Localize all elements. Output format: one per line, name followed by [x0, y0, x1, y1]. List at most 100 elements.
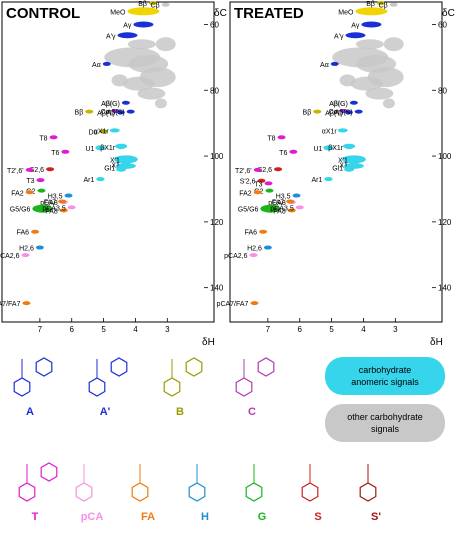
signal-label: αX1r	[322, 128, 338, 135]
legend-anomeric-line1: carbohydrate	[359, 365, 412, 375]
signal-mark	[121, 157, 130, 162]
grey-signal	[127, 39, 156, 50]
x-tick-label: 4	[361, 325, 366, 334]
aromatic-ring	[75, 482, 93, 502]
aromatic-ring	[257, 357, 275, 377]
legend-anomeric-line2: anomeric signals	[351, 377, 419, 387]
signal-label: Cβ	[151, 3, 160, 10]
signal-mark	[116, 110, 125, 115]
signal-mark	[277, 135, 286, 140]
structure-fa: FA	[131, 464, 155, 523]
legend-other-line2: signals	[371, 424, 400, 434]
grey-signal	[111, 74, 128, 87]
signal-label: Cβ	[379, 3, 388, 10]
signal-label: Bβ	[138, 1, 147, 8]
legend-anomeric-swatch	[325, 357, 445, 395]
signal-label: H2,6	[19, 246, 34, 253]
structure-label: H	[201, 511, 209, 523]
signal-mark	[250, 301, 259, 306]
signal-mark	[289, 149, 298, 154]
signal-label: S2,6	[30, 167, 45, 174]
structure-label: A	[26, 406, 34, 418]
x-tick-label: 5	[329, 325, 334, 334]
x-axis-label: δH	[202, 337, 215, 348]
signal-mark	[121, 100, 130, 105]
y-tick-label: 100	[210, 152, 224, 161]
structure-label: A'	[100, 406, 111, 418]
signal-label: MeO	[110, 9, 126, 16]
signal-label: FA7	[272, 199, 285, 206]
treated-panel-frame	[229, 1, 443, 323]
signal-mark	[389, 2, 398, 7]
signal-mark	[58, 199, 67, 204]
signal-label: S2,6	[258, 167, 273, 174]
control-panel-frame	[1, 1, 215, 323]
signal-mark	[349, 100, 358, 105]
x-tick-label: 5	[101, 325, 106, 334]
signal-label: pCA7/FA7	[0, 301, 21, 308]
x-tick-label: 3	[393, 325, 398, 334]
structure-label: T	[32, 511, 39, 523]
signal-label: Aβ(S)	[107, 110, 125, 117]
structure-g: G	[245, 464, 267, 523]
aromatic-ring	[188, 482, 206, 502]
grey-signal	[331, 100, 342, 107]
signal-label: X'1	[110, 157, 120, 164]
grey-signal	[155, 37, 176, 52]
signal-label: T3	[26, 178, 34, 185]
aromatic-ring	[245, 482, 263, 502]
signal-label: U1	[85, 146, 94, 153]
y-tick-label: 120	[438, 218, 452, 227]
signal-label: FA8	[273, 208, 286, 215]
structure-t: T	[18, 462, 58, 523]
signal-mark	[259, 229, 268, 234]
y-tick-label: 100	[438, 152, 452, 161]
signal-label: T6	[51, 150, 59, 157]
signal-label: FA2	[239, 190, 252, 197]
signal-mark	[260, 204, 281, 213]
signal-mark	[286, 199, 295, 204]
aromatic-ring	[88, 377, 106, 397]
signal-label: pCA8	[40, 200, 58, 207]
grey-signal	[355, 39, 384, 50]
x-tick-label: 4	[133, 325, 138, 334]
signal-mark	[324, 145, 333, 150]
aromatic-ring	[185, 357, 203, 377]
signal-mark	[287, 208, 296, 213]
signal-label: X1	[339, 162, 348, 169]
signal-mark	[345, 165, 354, 170]
structure-s: S	[301, 464, 322, 523]
signal-mark	[121, 162, 130, 167]
signal-label: Aβ(G)	[329, 101, 348, 108]
structure-label: pCA	[81, 511, 104, 523]
grey-signal	[383, 37, 404, 52]
y-tick-label: 140	[210, 284, 224, 293]
signal-mark	[376, 1, 385, 6]
structure-h: H	[188, 464, 209, 523]
signal-mark	[96, 177, 105, 182]
structure-label: C	[248, 406, 256, 418]
grey-signal	[382, 98, 395, 109]
signal-mark	[110, 128, 119, 133]
signal-label: T8	[39, 135, 47, 142]
signal-label: Aγ	[351, 22, 360, 29]
signal-label: Bβ	[366, 1, 375, 8]
signal-mark	[161, 2, 170, 7]
signal-label: Aα	[320, 62, 329, 69]
signal-label: U1	[313, 146, 322, 153]
aromatic-ring	[235, 377, 253, 397]
structure-c: C	[235, 357, 275, 418]
signal-label: Cα	[329, 109, 338, 116]
signal-label: FA7	[44, 199, 57, 206]
grey-signal	[122, 76, 155, 91]
signal-mark	[32, 204, 53, 213]
grey-signal	[365, 87, 394, 100]
treated-title: TREATED	[234, 5, 304, 22]
signal-mark	[25, 190, 34, 195]
signal-label: pCA3,5	[270, 205, 293, 212]
structure-label: G	[258, 511, 267, 523]
grey-signal	[154, 98, 167, 109]
signal-label: X1	[111, 162, 120, 169]
